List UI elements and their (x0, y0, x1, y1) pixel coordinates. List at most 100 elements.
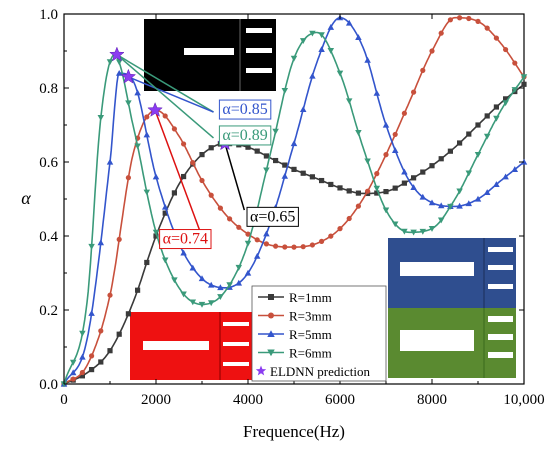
data-point (475, 122, 481, 128)
data-point (273, 157, 279, 164)
data-point (475, 18, 481, 24)
leader-line (116, 54, 214, 139)
data-point (428, 199, 436, 206)
annotation-box (159, 229, 212, 250)
data-point (152, 229, 160, 236)
legend-label: R=3mm (289, 309, 332, 324)
data-point (125, 175, 131, 181)
leader-line (128, 76, 214, 113)
data-point (328, 233, 334, 239)
data-point (171, 126, 177, 132)
data-point (199, 152, 205, 158)
data-point (300, 244, 306, 250)
data-point (69, 369, 77, 376)
y-tick-label: 0.8 (39, 81, 58, 97)
data-point (263, 153, 269, 159)
data-point (134, 89, 141, 96)
data-point (263, 167, 270, 174)
data-point (512, 60, 518, 66)
data-point (180, 249, 187, 256)
data-point (364, 56, 371, 63)
data-point (263, 241, 269, 247)
data-point (503, 96, 509, 102)
data-point (429, 48, 435, 54)
series-r6mm (60, 30, 528, 388)
data-point (309, 242, 315, 248)
data-point (254, 148, 260, 154)
data-point (319, 238, 325, 244)
data-point (391, 221, 399, 228)
data-point (198, 275, 206, 282)
data-point (466, 131, 472, 137)
data-point (181, 173, 187, 180)
data-point (383, 189, 389, 195)
data-point (345, 19, 353, 26)
data-point (217, 205, 223, 211)
data-point (457, 15, 463, 21)
data-point (161, 203, 169, 210)
data-point (355, 203, 361, 209)
annotation: α=0.65 (246, 206, 299, 227)
data-point (428, 226, 436, 232)
x-tick-label: 0 (60, 392, 68, 408)
data-point (235, 279, 243, 286)
data-point (345, 98, 353, 105)
green-structure-inset (388, 308, 516, 378)
data-point (420, 169, 426, 175)
data-point (457, 140, 463, 146)
data-point (401, 228, 408, 235)
data-point (383, 152, 389, 158)
data-point (106, 59, 114, 66)
data-point (253, 252, 261, 259)
data-point (346, 215, 352, 222)
series-r3mm (61, 15, 527, 387)
legend-item: R=3mm (258, 309, 332, 324)
data-point (98, 359, 104, 365)
data-point (254, 237, 260, 243)
data-point (244, 240, 252, 247)
data-point (144, 114, 150, 120)
series-r1mm (61, 81, 527, 387)
y-tick-label: 0.4 (39, 229, 58, 245)
data-point (502, 173, 509, 180)
data-point (181, 141, 187, 147)
axis-ticks: 0 2000 4000 6000 8000 10,000 0.0 0.2 0.4 0.6 0.8 1.… (39, 7, 544, 408)
data-point (474, 195, 482, 202)
data-point (263, 230, 270, 237)
data-point (382, 121, 390, 128)
data-point (227, 216, 233, 222)
annotation-leaders (116, 54, 246, 235)
data-point (152, 173, 160, 180)
data-point (281, 172, 289, 179)
data-point (106, 158, 114, 165)
prediction-star (120, 68, 137, 84)
data-point (401, 168, 408, 175)
data-point (484, 25, 490, 31)
data-point (272, 128, 279, 135)
data-point (484, 113, 490, 119)
data-point (290, 55, 298, 62)
data-point (382, 207, 390, 214)
leader-line (154, 109, 202, 235)
data-point (207, 281, 215, 288)
data-point (493, 35, 499, 41)
data-point (355, 190, 361, 196)
data-point (374, 171, 380, 177)
data-point (365, 188, 371, 194)
legend-star (255, 365, 267, 376)
data-point (79, 373, 85, 379)
legend-item-prediction: ELDNN prediction (255, 364, 371, 379)
data-point (466, 15, 472, 22)
data-point (208, 145, 214, 151)
data-point (300, 170, 306, 176)
data-point (88, 243, 95, 250)
data-point (97, 239, 105, 246)
data-point (456, 202, 463, 209)
y-axis-label: α (21, 188, 31, 208)
annotation: α=0.74 (159, 229, 212, 250)
legend-item: R=6mm (258, 346, 332, 361)
data-point (328, 181, 334, 188)
data-point (337, 226, 343, 232)
data-point (474, 152, 482, 158)
data-point (411, 175, 417, 181)
